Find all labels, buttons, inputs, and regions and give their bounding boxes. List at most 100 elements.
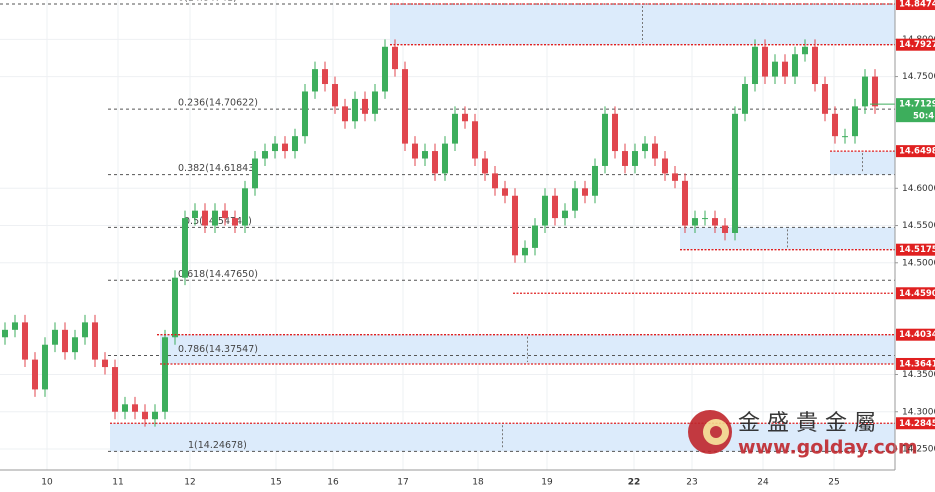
fib-label: 0.382(14.61843): [178, 163, 258, 174]
level-tag: [896, 357, 935, 370]
candle-body: [2, 329, 8, 338]
y-tick-label: 14.7500: [902, 72, 935, 82]
candle-body: [62, 329, 68, 353]
candle-body: [652, 143, 658, 159]
level-tag: [896, 328, 935, 341]
candle-body: [572, 188, 578, 211]
x-tick-label: 15: [270, 478, 281, 488]
candle-body: [312, 69, 318, 92]
candle-body: [832, 113, 838, 137]
candle-body: [742, 84, 748, 114]
candle-body: [422, 151, 428, 159]
candle-body: [662, 158, 668, 174]
logo-core: [710, 426, 722, 438]
candle-body: [402, 69, 408, 144]
candle-body: [292, 136, 298, 152]
candle-body: [122, 404, 128, 412]
candle-body: [592, 165, 598, 196]
candle-body: [132, 404, 138, 412]
candle-body: [522, 247, 528, 256]
candle-body: [42, 344, 48, 390]
candle-body: [392, 46, 398, 70]
candle-body: [412, 143, 418, 159]
candle-body: [252, 158, 258, 189]
candle-body: [372, 91, 378, 114]
candle-body: [222, 210, 228, 219]
level-tag: [896, 0, 935, 11]
candle-body: [642, 143, 648, 152]
candle-body: [22, 322, 28, 360]
level-label: 14.79278: [899, 40, 935, 50]
y-tick-label: 14.5000: [902, 258, 935, 268]
candle-body: [272, 143, 278, 152]
candle-body: [622, 151, 628, 166]
candle-body: [542, 195, 548, 226]
x-tick-label: 16: [327, 478, 339, 488]
fib-label: 0.786(14.37547): [178, 344, 258, 355]
candle-body: [192, 210, 198, 219]
candle-body: [452, 113, 458, 144]
candle-body: [502, 188, 508, 196]
candle-body: [12, 322, 18, 330]
candle-body: [212, 210, 218, 226]
candle-body: [872, 76, 878, 107]
candle-body: [182, 218, 188, 278]
candle-body: [512, 195, 518, 256]
level-label: 14.28455: [899, 419, 935, 429]
fib-label: 0.618(14.47650): [178, 269, 258, 280]
candle-body: [552, 195, 558, 219]
candle-body: [532, 225, 538, 248]
level-label: 14.40345: [899, 330, 935, 340]
candle-body: [862, 76, 868, 107]
candle-body: [602, 113, 608, 166]
x-tick-label: 17: [397, 478, 408, 488]
x-tick-label: 25: [828, 478, 839, 488]
current-timer: 50:41: [913, 112, 935, 122]
candle-body: [682, 180, 688, 226]
y-tick-label: 14.3500: [902, 370, 935, 380]
candle-body: [732, 113, 738, 233]
y-tick-label: 14.6000: [902, 184, 935, 194]
level-tag: [896, 287, 935, 300]
candle-body: [792, 54, 798, 77]
x-tick-label: 24: [757, 478, 769, 488]
candle-body: [562, 210, 568, 219]
level-label: 14.36414: [899, 359, 935, 369]
candle-body: [172, 277, 178, 338]
candle-body: [52, 329, 58, 345]
candle-body: [142, 411, 148, 420]
candle-body: [282, 143, 288, 152]
candle-body: [382, 46, 388, 92]
level-tag: [896, 38, 935, 51]
candle-body: [842, 136, 848, 138]
candle-body: [812, 46, 818, 85]
candle-body: [342, 106, 348, 122]
candle-body: [472, 121, 478, 159]
candle-body: [302, 91, 308, 137]
x-tick-label: 11: [112, 478, 123, 488]
candle-body: [762, 46, 768, 77]
candle-body: [92, 322, 98, 360]
candle-body: [822, 84, 828, 114]
level-label: 14.64988: [899, 147, 935, 157]
candle-body: [702, 218, 708, 220]
level-label: 14.51756: [899, 245, 935, 255]
y-tick-label: 14.3000: [902, 407, 935, 417]
candle-body: [262, 151, 268, 159]
candle-body: [112, 367, 118, 412]
candle-body: [332, 84, 338, 107]
candle-body: [352, 98, 358, 122]
candle-body: [772, 61, 778, 77]
candle-body: [82, 322, 88, 338]
x-tick-label: 19: [541, 478, 553, 488]
level-label: 14.45907: [899, 289, 935, 299]
candle-body: [582, 188, 588, 196]
candle-body: [32, 359, 38, 390]
candle-body: [722, 225, 728, 233]
candle-body: [432, 151, 438, 174]
candle-body: [72, 337, 78, 353]
